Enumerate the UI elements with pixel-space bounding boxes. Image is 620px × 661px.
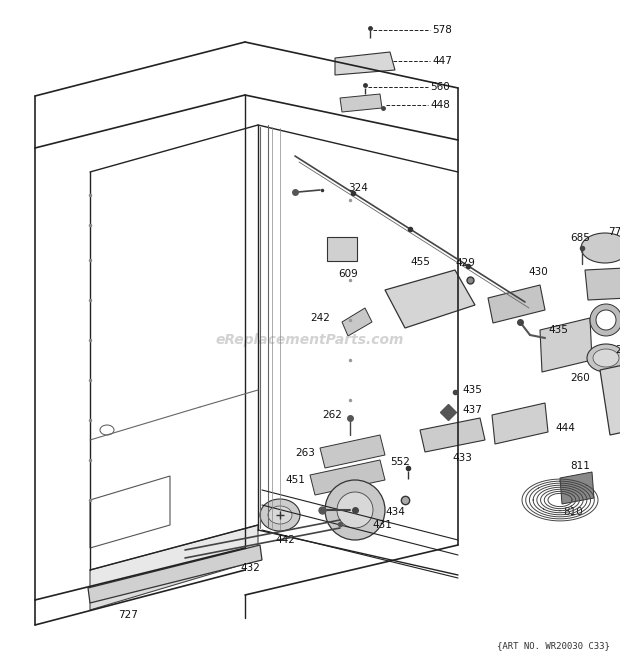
Polygon shape	[385, 270, 475, 328]
Text: 448: 448	[430, 100, 450, 110]
Circle shape	[337, 492, 373, 528]
Text: 262: 262	[322, 410, 342, 420]
Text: 609: 609	[338, 269, 358, 279]
Text: 429: 429	[455, 258, 475, 268]
Polygon shape	[335, 52, 395, 75]
Polygon shape	[488, 285, 545, 323]
Polygon shape	[540, 318, 592, 372]
Circle shape	[325, 480, 385, 540]
Ellipse shape	[581, 233, 620, 263]
Text: 437: 437	[462, 405, 482, 415]
Text: 451: 451	[285, 475, 305, 485]
Text: 442: 442	[275, 535, 295, 545]
Text: 578: 578	[432, 25, 452, 35]
Text: 433: 433	[452, 453, 472, 463]
Polygon shape	[420, 418, 485, 452]
Polygon shape	[88, 545, 262, 603]
Text: 260: 260	[570, 373, 590, 383]
Text: 810: 810	[563, 507, 583, 517]
Text: 259: 259	[615, 345, 620, 355]
Text: {ART NO. WR20030 C33}: {ART NO. WR20030 C33}	[497, 641, 610, 650]
Ellipse shape	[260, 499, 300, 531]
Text: 432: 432	[240, 563, 260, 573]
FancyBboxPatch shape	[327, 237, 357, 261]
Polygon shape	[90, 525, 258, 596]
Text: 324: 324	[348, 183, 368, 193]
Polygon shape	[585, 268, 620, 300]
Text: 447: 447	[432, 56, 452, 66]
Text: 431: 431	[372, 520, 392, 530]
Text: 727: 727	[118, 610, 138, 620]
Polygon shape	[560, 472, 594, 504]
Text: 455: 455	[410, 257, 430, 267]
Text: 435: 435	[462, 385, 482, 395]
Text: 434: 434	[385, 507, 405, 517]
Text: 263: 263	[295, 448, 315, 458]
Text: 779: 779	[608, 227, 620, 237]
Text: 811: 811	[570, 461, 590, 471]
Polygon shape	[342, 308, 372, 336]
Polygon shape	[340, 94, 382, 112]
Text: 430: 430	[528, 267, 548, 277]
Polygon shape	[310, 460, 385, 495]
Polygon shape	[600, 355, 620, 435]
Text: 552: 552	[390, 457, 410, 467]
Text: eReplacementParts.com: eReplacementParts.com	[216, 333, 404, 347]
Text: 560: 560	[430, 82, 450, 92]
Text: 444: 444	[555, 423, 575, 433]
Polygon shape	[320, 435, 385, 468]
Ellipse shape	[593, 349, 619, 367]
Polygon shape	[90, 548, 258, 610]
Text: 685: 685	[570, 233, 590, 243]
Polygon shape	[492, 403, 548, 444]
Text: 242: 242	[310, 313, 330, 323]
Text: 435: 435	[548, 325, 568, 335]
Ellipse shape	[268, 506, 292, 524]
Ellipse shape	[587, 344, 620, 372]
